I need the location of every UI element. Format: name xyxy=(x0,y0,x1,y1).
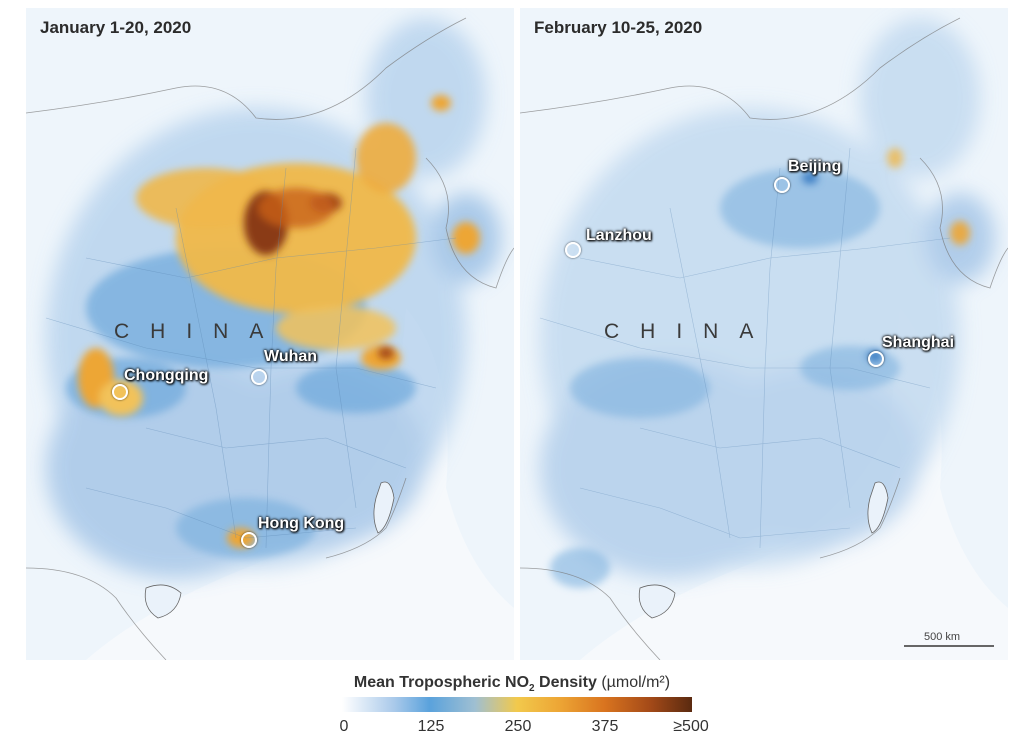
legend-tick: 0 xyxy=(339,718,349,735)
city-label-beijing: Beijing xyxy=(788,158,842,175)
panel-title-january: January 1-20, 2020 xyxy=(40,18,192,37)
legend-title-subscript: 2 xyxy=(529,683,535,695)
legend-color-bar xyxy=(342,697,692,712)
legend-unit: (µmol/m²) xyxy=(601,674,671,691)
city-label-chongqing: Chongqing xyxy=(124,367,209,384)
scale-bar xyxy=(904,645,994,647)
city-marker-wuhan xyxy=(251,369,267,385)
city-marker-shanghai xyxy=(868,351,884,367)
city-marker-chongqing xyxy=(112,384,128,400)
city-marker-lanzhou xyxy=(565,242,581,258)
country-label-china: CHINA xyxy=(114,320,285,343)
legend-tick: 125 xyxy=(417,718,445,735)
legend-tick: 375 xyxy=(591,718,619,735)
legend-tick: 250 xyxy=(504,718,532,735)
country-label-china: CHINA xyxy=(604,320,775,343)
city-label-wuhan: Wuhan xyxy=(264,348,318,365)
legend-title-main: Mean Tropospheric NO xyxy=(353,674,530,691)
city-marker-hong-kong xyxy=(241,532,257,548)
legend-title-rest: Density xyxy=(534,674,597,691)
legend-tick: ≥500 xyxy=(673,718,709,735)
city-label-lanzhou: Lanzhou xyxy=(586,227,652,244)
map-panel-january: January 1-20, 2020 CHINA Wuhan Chongqing… xyxy=(26,8,514,660)
no2-map-february xyxy=(520,8,1008,660)
no2-map-january xyxy=(26,8,514,660)
map-panel-february: February 10-25, 2020 CHINA Beijing Lanzh… xyxy=(520,8,1008,660)
city-label-hong-kong: Hong Kong xyxy=(258,515,345,532)
city-marker-beijing xyxy=(774,177,790,193)
legend-title: Mean Tropospheric NO2 Density (µmol/m²) xyxy=(0,674,1024,694)
city-label-shanghai: Shanghai xyxy=(882,334,955,351)
scale-bar-label: 500 km xyxy=(924,631,961,643)
panel-title-february: February 10-25, 2020 xyxy=(534,18,703,37)
